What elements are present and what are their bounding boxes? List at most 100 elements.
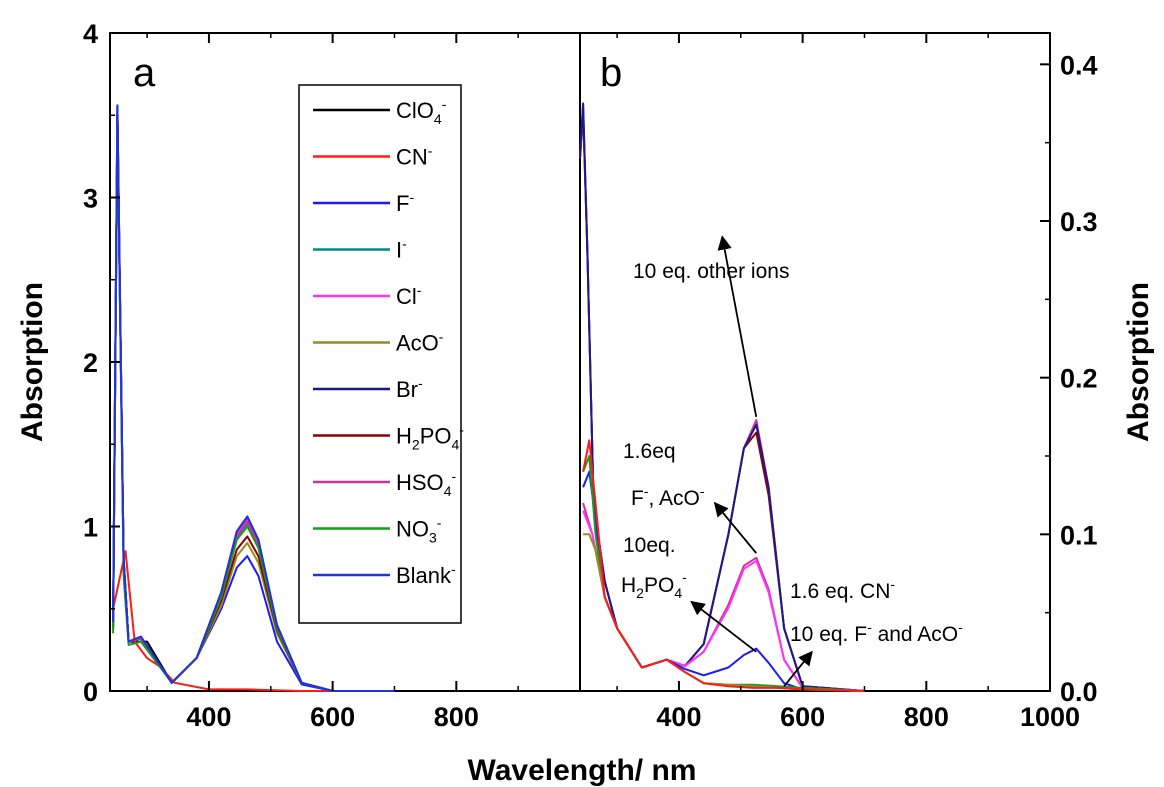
legend-label: Cl- xyxy=(396,282,422,309)
panel-a-label: a xyxy=(133,51,156,95)
panel-a-series xyxy=(112,104,395,692)
legend-label-base: CN xyxy=(396,145,428,170)
legend-label-base: ClO xyxy=(396,98,434,123)
y-tick-label-left: 4 xyxy=(83,19,98,49)
annotation-10eq-h2po4-line2: H2PO4- xyxy=(621,569,687,601)
ann-rest: , AcO xyxy=(649,487,700,510)
legend-label-sub2: 4 xyxy=(451,437,459,453)
annotation-line: 1.6eq xyxy=(623,440,676,463)
annotation-1-6eq-f-aco-line2: F-, AcO- xyxy=(631,483,705,510)
legend: ClO4-CN-F-I-Cl-AcO-Br-H2PO4-HSO4-NO3-Bla… xyxy=(298,84,464,624)
arrow-other-ions xyxy=(717,235,758,418)
y-tick-label-left: 1 xyxy=(83,513,98,543)
y-tick-label-right: 0.1 xyxy=(1060,520,1098,550)
x-tick-label: 800 xyxy=(904,702,949,732)
annotation-1-6eq-f-aco: 1.6eq xyxy=(623,440,676,463)
x-tick-label: 400 xyxy=(656,702,701,732)
legend-label-base: Br xyxy=(396,377,418,402)
panel-b-label: b xyxy=(600,51,622,95)
legend-label: Br- xyxy=(396,375,423,402)
ann-sup: - xyxy=(682,569,687,585)
legend-label-base: F xyxy=(396,191,409,216)
y-axis-title-right: Absorption xyxy=(1122,282,1155,442)
legend-label-sup: - xyxy=(402,236,407,252)
ann-base: 10 eq. F xyxy=(790,623,867,646)
legend-label: HSO4- xyxy=(396,468,456,499)
legend-label-sup: - xyxy=(451,561,456,577)
series-line-b-1 xyxy=(579,110,865,692)
legend-label-sup: - xyxy=(417,282,422,298)
ann-sup: - xyxy=(867,619,872,635)
legend-label-sup: - xyxy=(428,143,433,159)
legend-label-sup: - xyxy=(439,329,444,345)
x-tick-label: 600 xyxy=(310,702,355,732)
panel-b-frame xyxy=(579,32,1051,692)
legend-label-base: H xyxy=(396,424,412,449)
legend-label-base: Cl xyxy=(396,284,417,309)
series-line-b-0 xyxy=(579,110,865,692)
legend-label-sup: - xyxy=(451,468,456,484)
legend-label: ClO4- xyxy=(396,96,447,127)
ann-sup: - xyxy=(644,483,649,499)
y-tick-label-left: 3 xyxy=(83,184,98,214)
series-line-b-9 xyxy=(582,439,865,692)
legend-label-sub: 2 xyxy=(412,437,420,453)
y-tick-label-left: 2 xyxy=(83,348,98,378)
legend-label-sup: - xyxy=(442,96,447,112)
annotation-10eq-h2po4: 10eq. xyxy=(623,534,676,557)
ann-base: 1.6 eq. CN xyxy=(790,580,890,603)
legend-box xyxy=(298,84,462,624)
x-tick-label: 400 xyxy=(186,702,231,732)
annotation-10eq-f-aco: 10 eq. F- and AcO- xyxy=(790,619,963,646)
ann-sub2: 4 xyxy=(674,585,682,601)
legend-label-sup: - xyxy=(459,422,464,438)
legend-label: NO3- xyxy=(396,515,442,546)
series-line-a-10 xyxy=(112,104,395,692)
ann-sup2: - xyxy=(700,483,705,499)
annotation-1-6eq-cn: 1.6 eq. CN- xyxy=(790,576,895,603)
legend-label: F- xyxy=(396,189,414,216)
y-tick-label-left: 0 xyxy=(83,677,98,707)
axis-ticks: 400 600 800 400 600 800 1000 0 1 2 3 4 0.0 0.1 0.2 0.3 0… xyxy=(83,19,1098,732)
ann-rest: and AcO xyxy=(872,623,958,646)
y-tick-label-right: 0.4 xyxy=(1060,50,1098,80)
legend-label-base: AcO xyxy=(396,331,439,356)
ann-base: F xyxy=(631,487,644,510)
legend-label-sup: - xyxy=(409,189,414,205)
legend-label-sub: 4 xyxy=(444,483,452,499)
arrow-10eq-h2po4 xyxy=(690,600,757,653)
legend-label-rest: PO xyxy=(420,424,452,449)
legend-label-base: HSO xyxy=(396,470,444,495)
y-axis-title-left: Absorption xyxy=(16,282,49,442)
panel-b-annotation-arrows xyxy=(690,235,813,687)
panel-b-series xyxy=(579,102,865,692)
y-tick-label-right: 0.0 xyxy=(1060,677,1098,707)
legend-label-sup: - xyxy=(418,375,423,391)
legend-label-base: I xyxy=(396,238,402,263)
legend-label: Blank- xyxy=(396,561,456,588)
legend-label-sub: 4 xyxy=(434,111,442,127)
legend-label: H2PO4- xyxy=(396,422,464,453)
x-tick-label: 1000 xyxy=(1020,702,1080,732)
legend-label-base: Blank xyxy=(396,563,452,588)
ann-rest: PO xyxy=(644,574,674,597)
annotation-line: 10eq. xyxy=(623,534,676,557)
y-tick-label-right: 0.2 xyxy=(1060,364,1098,394)
ann-sup: - xyxy=(890,576,895,592)
legend-label: AcO- xyxy=(396,329,444,356)
y-tick-label-right: 0.3 xyxy=(1060,207,1098,237)
annotations: 10 eq. other ions 1.6eq F-, AcO- 10eq. H… xyxy=(621,260,963,646)
arrow-10eq-f-aco xyxy=(783,650,813,687)
x-tick-label: 800 xyxy=(434,702,479,732)
legend-label: I- xyxy=(396,236,407,263)
x-axis-title: Wavelength/ nm xyxy=(468,754,697,787)
arrow-1-6eq-f-aco xyxy=(713,501,757,554)
legend-label-base: NO xyxy=(396,517,429,542)
x-tick-label: 600 xyxy=(780,702,825,732)
legend-label: CN- xyxy=(396,143,433,170)
ann-base: H xyxy=(621,574,636,597)
legend-label-sup: - xyxy=(437,515,442,531)
annotation-other-ions: 10 eq. other ions xyxy=(633,260,789,283)
legend-label-sub: 3 xyxy=(429,530,437,546)
